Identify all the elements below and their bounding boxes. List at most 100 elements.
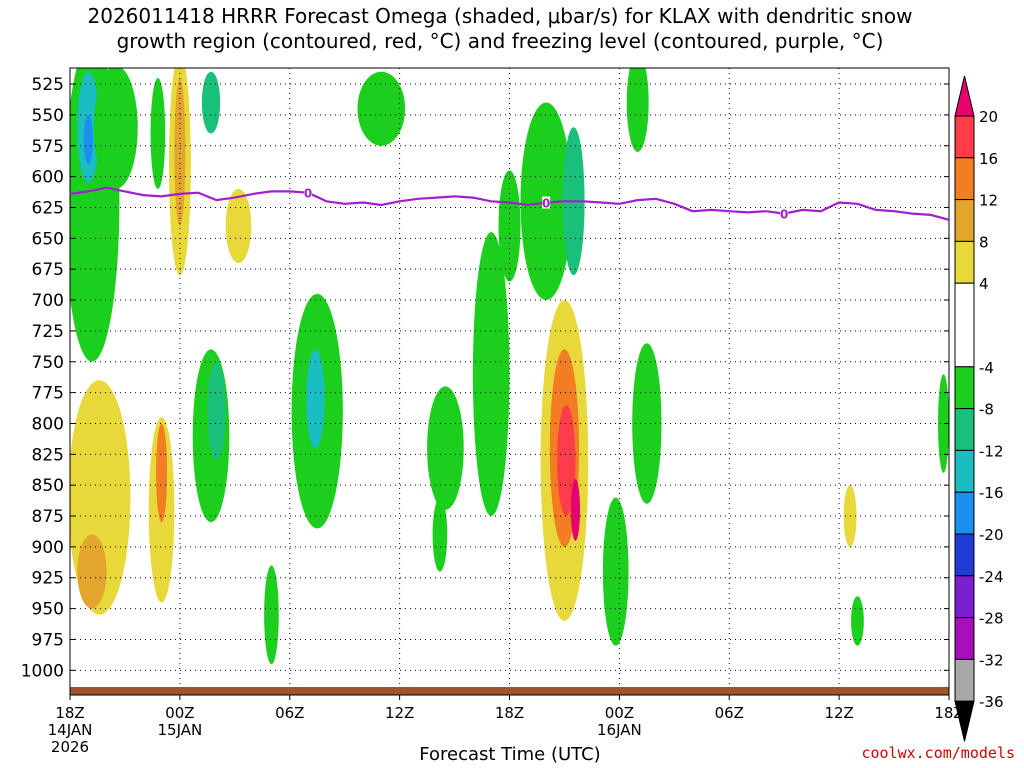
y-tick-label: 700 [32, 291, 64, 311]
colorbar-label: -20 [979, 526, 1004, 544]
colorbar-swatch [954, 282, 975, 368]
chart-title: 2026011418 HRRR Forecast Omega (shaded, … [87, 4, 913, 53]
x-tick-label: 06Z [715, 704, 744, 722]
x-tick-label: 12Z [385, 704, 414, 722]
y-tick-label: 550 [32, 106, 64, 126]
omega-cell [201, 71, 221, 134]
colorbar-label: 4 [979, 275, 989, 293]
colorbar-label: -4 [979, 359, 994, 377]
watermark: coolwx.com/models [861, 744, 1015, 762]
omega-cell [632, 343, 662, 504]
colorbar-swatch [954, 366, 975, 410]
omega-cell [83, 114, 93, 165]
omega-cell [851, 596, 864, 646]
y-tick-label: 600 [32, 168, 64, 188]
y-tick-label: 750 [32, 353, 64, 373]
omega-cell [77, 534, 107, 609]
omega-cell [432, 497, 448, 572]
x-tick-label: 12Z [824, 704, 853, 722]
colorbar-label: -36 [979, 693, 1004, 711]
colorbar-label: 16 [979, 150, 998, 168]
omega-cell [938, 374, 949, 473]
freezing-level-label-bg [304, 186, 313, 199]
omega-cell [626, 68, 649, 152]
y-tick-label: 675 [32, 260, 64, 280]
x-tick-label: 00Z [165, 704, 194, 722]
colorbar-label: -12 [979, 442, 1004, 460]
x-tick-date: 15JAN [158, 721, 203, 739]
colorbar-label: -32 [979, 651, 1004, 669]
y-tick-label: 775 [32, 384, 64, 404]
y-tick-label: 625 [32, 198, 64, 218]
colorbar-label: 20 [979, 108, 998, 126]
y-tick-label: 875 [32, 507, 64, 527]
x-tick-label: 18Z [495, 704, 524, 722]
x-tick-label: 00Z [605, 704, 634, 722]
freezing-level: 0 0 0 [69, 186, 950, 222]
colorbar: 20 16 12 8 4 -4 -8 -12 -16 -20 -24 -28 -32 -36 [954, 75, 1004, 742]
omega-cell [498, 170, 521, 282]
colorbar-swatch [954, 157, 975, 201]
y-tick-label: 725 [32, 322, 64, 342]
y-tick-label: 575 [32, 137, 64, 157]
colorbar-label: -28 [979, 610, 1004, 628]
omega-cell [174, 77, 186, 226]
colorbar-top-arrow [954, 75, 975, 117]
x-tick-date: 16JAN [597, 721, 642, 739]
omega-cell [427, 386, 464, 510]
ground-surface [70, 687, 949, 695]
colorbar-label: 8 [979, 233, 989, 251]
y-tick-label: 825 [32, 445, 64, 465]
x-tick-year: 2026 [51, 738, 89, 756]
colorbar-swatch [954, 533, 975, 577]
freezing-level-label-bg [542, 196, 551, 209]
omega-cell [93, 68, 138, 189]
freezing-level-label-bg [780, 207, 789, 220]
colorbar-swatch [954, 115, 975, 159]
y-tick-label: 925 [32, 569, 64, 589]
y-tick-label: 850 [32, 476, 64, 496]
y-axis-ticks: 525 550 575 600 625 650 675 700 725 750 775 800 825 8… [21, 75, 949, 681]
omega-cell [156, 423, 168, 523]
omega-cell [264, 565, 279, 665]
colorbar-label: -24 [979, 568, 1004, 586]
colorbar-swatch [954, 491, 975, 535]
colorbar-swatch [954, 199, 975, 242]
omega-cell [207, 361, 226, 461]
y-tick-label: 975 [32, 630, 64, 650]
omega-cell [150, 77, 166, 189]
colorbar-bottom-arrow [954, 700, 975, 742]
omega-shading [70, 68, 949, 665]
colorbar-swatch [954, 408, 975, 451]
colorbar-swatch [954, 240, 975, 284]
freezing-level-label: 0 [304, 187, 312, 201]
freezing-level-line [69, 186, 950, 221]
freezing-level-label: 0 [780, 208, 788, 222]
x-tick-label: 18Z [55, 704, 84, 722]
grid [70, 68, 949, 687]
freezing-level-label: 0 [542, 197, 550, 211]
y-tick-label: 650 [32, 229, 64, 249]
y-tick-label: 950 [32, 600, 64, 620]
omega-cell [472, 232, 510, 517]
y-tick-label: 1000 [21, 661, 64, 681]
x-axis-label: Forecast Time (UTC) [419, 744, 601, 765]
colorbar-label: -8 [979, 401, 994, 419]
y-tick-label: 800 [32, 414, 64, 434]
y-tick-label: 900 [32, 538, 64, 558]
colorbar-label: -16 [979, 484, 1004, 502]
omega-cell [306, 349, 325, 449]
colorbar-swatch [954, 575, 975, 619]
colorbar-label: 12 [979, 192, 998, 210]
omega-cell [570, 479, 581, 541]
x-tick-date: 14JAN [48, 721, 93, 739]
omega-cell [557, 404, 576, 517]
x-tick-label: 06Z [275, 704, 304, 722]
colorbar-swatch [954, 617, 975, 660]
y-tick-label: 525 [32, 75, 64, 95]
colorbar-swatch [954, 449, 975, 493]
omega-cell [357, 71, 406, 146]
colorbar-swatch [954, 658, 975, 702]
